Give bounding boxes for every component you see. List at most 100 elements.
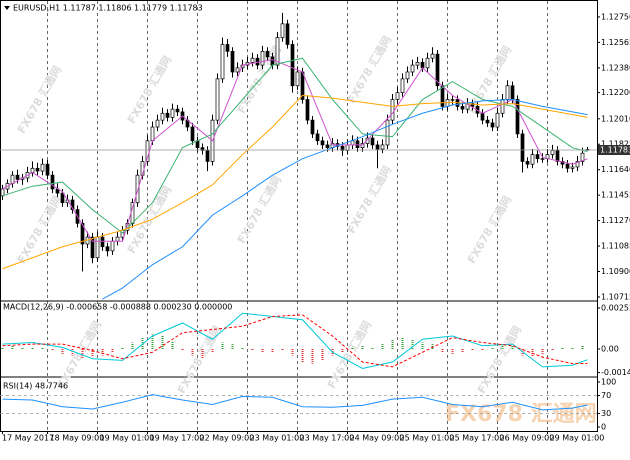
indicator-line [2, 314, 588, 368]
candle-body [565, 163, 570, 169]
candle-body [315, 133, 320, 142]
candle-body [435, 53, 440, 87]
candle-body [480, 112, 485, 121]
candle-body [430, 53, 435, 59]
candle-body [60, 192, 65, 204]
candle-body [170, 108, 175, 118]
candle-body [550, 150, 555, 155]
candle-body [525, 161, 530, 165]
symbol-menu-arrow[interactable] [4, 6, 10, 10]
current-price-box [598, 145, 630, 156]
candle-body [400, 78, 405, 93]
candle-body [260, 50, 265, 66]
candle-body [420, 62, 425, 69]
panel-title: EURUSD,H1 1.11787 1.11806 1.11779 1.1178… [13, 4, 203, 13]
candle-body [355, 140, 360, 149]
y-tick-label: 0 [601, 423, 606, 432]
candle-body [340, 145, 345, 151]
candle-body [190, 126, 195, 142]
y-tick-label: 1.12010 [601, 114, 630, 123]
candle-body [440, 85, 445, 107]
y-tick-label: 70 [601, 391, 611, 400]
x-tick-label: 25 May 17:00 [450, 434, 505, 443]
candle-body [485, 119, 490, 124]
candle-body [580, 152, 585, 162]
y-tick-label: 1.10900 [601, 267, 630, 276]
candle-body [395, 92, 400, 100]
x-tick-label: 23 May 01:00 [250, 434, 305, 443]
y-tick-label: 0.002524 [601, 303, 630, 312]
indicator-line [2, 312, 588, 370]
candle-body [505, 85, 510, 100]
y-tick-label: 30 [601, 409, 611, 418]
candle-body [380, 144, 385, 150]
candle-body [385, 119, 390, 146]
x-tick-label: 26 May 09:00 [500, 434, 555, 443]
candle-body [220, 44, 225, 80]
candle-body [30, 167, 35, 173]
candle-body [0, 188, 5, 197]
candle-body [230, 50, 235, 73]
candle-body [115, 236, 120, 242]
x-tick-label: 17 May 2017 [2, 434, 54, 443]
y-tick-label: 1.11455 [601, 191, 630, 200]
x-tick-label: 24 May 09:00 [350, 434, 405, 443]
candle-body [540, 158, 545, 160]
candle-body [390, 99, 395, 121]
y-tick-label: 1.11825 [601, 140, 630, 149]
candle-body [320, 140, 325, 146]
candle-body [95, 236, 100, 259]
candle-body [165, 112, 170, 118]
candle-body [80, 223, 85, 245]
candle-body [205, 150, 210, 162]
candle-body [195, 140, 200, 149]
y-tick-label: 1.11085 [601, 242, 630, 251]
y-tick-label: -0.001451 [601, 368, 630, 377]
candle-body [500, 99, 505, 114]
candle-body [295, 71, 300, 87]
x-tick-label: 23 May 17:00 [300, 434, 355, 443]
indicator-line [2, 94, 588, 270]
candle-body [160, 112, 165, 121]
panel-title: MACD(12,26,9) -0.000658 -0.000888 0.0002… [3, 303, 232, 312]
candle-body [285, 23, 290, 45]
candle-body [490, 122, 495, 128]
candle-body [200, 147, 205, 151]
candle-body [460, 106, 465, 110]
candle-body [345, 144, 350, 151]
candle-body [10, 174, 15, 184]
candle-body [535, 154, 540, 160]
candle-body [370, 137, 375, 146]
candle-body [405, 71, 410, 80]
candle-body [175, 108, 180, 113]
candle-body [275, 37, 280, 66]
candle-body [15, 174, 20, 180]
x-tick-label: 25 May 01:00 [400, 434, 455, 443]
indicator-line [102, 99, 588, 300]
panel-title: RSI(14) 48.7746 [3, 382, 68, 391]
frame [0, 0, 598, 432]
candle-body [150, 126, 155, 142]
candle-body [235, 67, 240, 73]
indicator-line [2, 394, 588, 411]
y-tick-label: 1.12380 [601, 63, 630, 72]
candle-body [35, 167, 40, 172]
x-tick-label: 22 May 09:00 [200, 434, 255, 443]
candle-body [575, 161, 580, 168]
candle-body [310, 119, 315, 135]
candle-body [110, 240, 115, 252]
candle-body [250, 57, 255, 63]
candle-body [155, 119, 160, 128]
candle-body [105, 246, 110, 252]
x-tick-label: 19 May 01:00 [100, 434, 155, 443]
current-price-label: 1.11783 [600, 146, 630, 155]
candle-body [450, 99, 455, 101]
candle-body [415, 62, 420, 66]
y-tick-label: 1.11640 [601, 165, 630, 174]
x-tick-label: 29 May 01:00 [550, 434, 605, 443]
candle-body [520, 133, 525, 162]
candle-body [45, 163, 50, 176]
candle-body [215, 78, 220, 121]
